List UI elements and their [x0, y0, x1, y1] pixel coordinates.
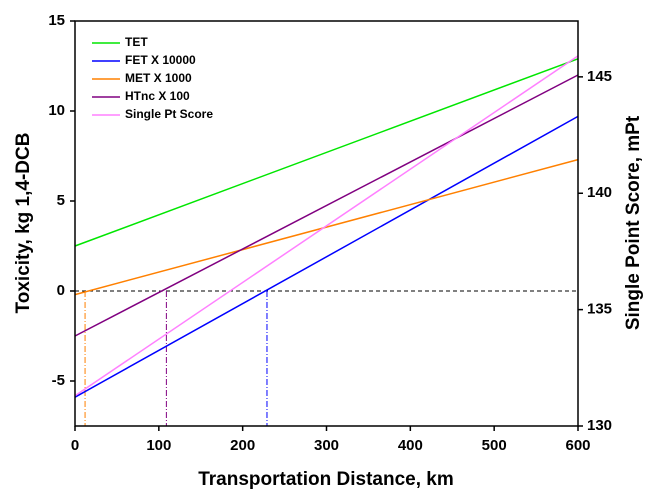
x-tick-label: 400 — [398, 437, 423, 454]
series-line — [74, 115, 579, 398]
series-line — [74, 58, 579, 247]
x-tick-label: 300 — [314, 437, 339, 454]
legend-label: HTnc X 100 — [125, 89, 190, 103]
legend-label: TET — [125, 35, 148, 49]
y2-axis-title: Single Point Score, mPt — [623, 115, 644, 330]
y-axis-title: Toxicity, kg 1,4-DCB — [13, 133, 34, 314]
series-line — [74, 158, 579, 296]
legend-label: MET X 1000 — [125, 71, 192, 85]
legend-label: Single Pt Score — [125, 107, 213, 121]
x-tick-label: 0 — [71, 437, 79, 454]
y2-tick-label: 140 — [587, 184, 612, 201]
x-axis-title: Transportation Distance, km — [198, 469, 454, 490]
x-tick-label: 600 — [565, 437, 590, 454]
x-tick-label: 100 — [146, 437, 171, 454]
y2-tick-label: 145 — [587, 68, 612, 85]
x-tick-label: 200 — [230, 437, 255, 454]
y-tick-label: 10 — [48, 102, 65, 119]
y-tick-label: 0 — [57, 282, 65, 299]
y-tick-label: -5 — [52, 372, 65, 389]
series-line — [74, 74, 579, 337]
series-line — [74, 55, 579, 397]
y2-tick-label: 135 — [587, 301, 612, 318]
y2-tick-label: 130 — [587, 417, 612, 434]
legend-label: FET X 10000 — [125, 53, 196, 67]
y-tick-label: 15 — [48, 12, 65, 29]
x-tick-label: 500 — [482, 437, 507, 454]
y-tick-label: 5 — [57, 192, 65, 209]
